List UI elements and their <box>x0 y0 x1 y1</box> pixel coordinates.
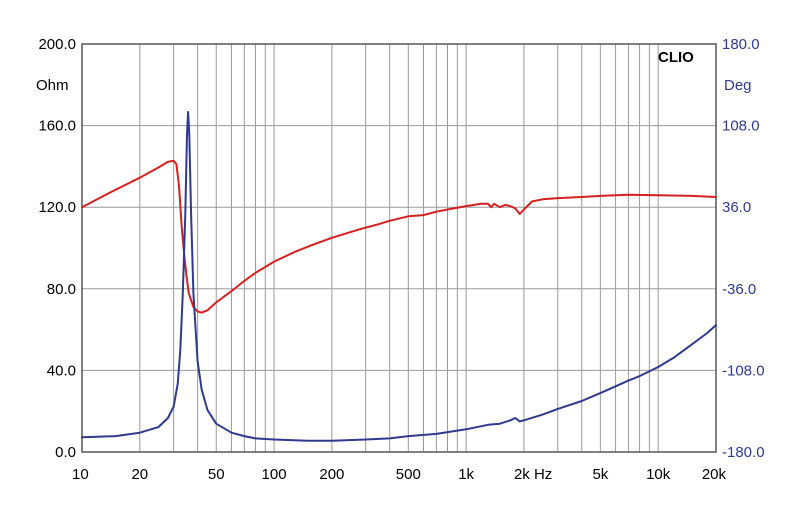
impedance-curve <box>81 159 717 314</box>
right-tick-label: -180.0 <box>722 444 765 461</box>
right-tick-label: -36.0 <box>722 281 756 298</box>
left-axis-ticks: 0.0 40.0 80.0 120.0 160.0 200.0 <box>38 36 76 461</box>
left-tick-label: 160.0 <box>38 118 76 135</box>
x-tick-label: 5k <box>592 466 608 483</box>
left-tick-label: 200.0 <box>38 36 76 53</box>
x-tick-label: 200 <box>319 466 344 483</box>
x-tick-label: 10k <box>646 466 671 483</box>
x-tick-label: 20k <box>702 466 727 483</box>
right-axis-unit: Deg <box>724 77 752 94</box>
x-tick-label: 20 <box>131 466 148 483</box>
x-tick-label: 1k <box>458 466 474 483</box>
left-tick-label: 40.0 <box>47 362 76 379</box>
left-tick-label: 120.0 <box>38 199 76 216</box>
x-tick-label: 2k Hz <box>514 466 552 483</box>
left-axis-unit: Ohm <box>36 77 69 94</box>
phase-curve <box>81 111 717 442</box>
right-axis-ticks: -180.0 -108.0 -36.0 36.0 108.0 180.0 <box>722 36 765 461</box>
x-tick-label: 500 <box>396 466 421 483</box>
brand-label: CLIO <box>658 49 694 66</box>
grid-lines <box>82 44 716 452</box>
left-tick-label: 80.0 <box>47 281 76 298</box>
x-tick-label: 10 <box>72 466 89 483</box>
right-tick-label: 108.0 <box>722 118 760 135</box>
x-axis-ticks: 10 20 50 100 200 500 1k 2k Hz 5k 10k 20k <box>72 466 726 483</box>
left-tick-label: 0.0 <box>55 444 76 461</box>
right-tick-label: 36.0 <box>722 199 751 216</box>
series-layer <box>81 111 717 442</box>
right-tick-label: -108.0 <box>722 362 765 379</box>
x-tick-label: 50 <box>208 466 225 483</box>
plot-frame <box>81 43 717 453</box>
x-tick-label: 100 <box>262 466 287 483</box>
right-tick-label: 180.0 <box>722 36 760 53</box>
